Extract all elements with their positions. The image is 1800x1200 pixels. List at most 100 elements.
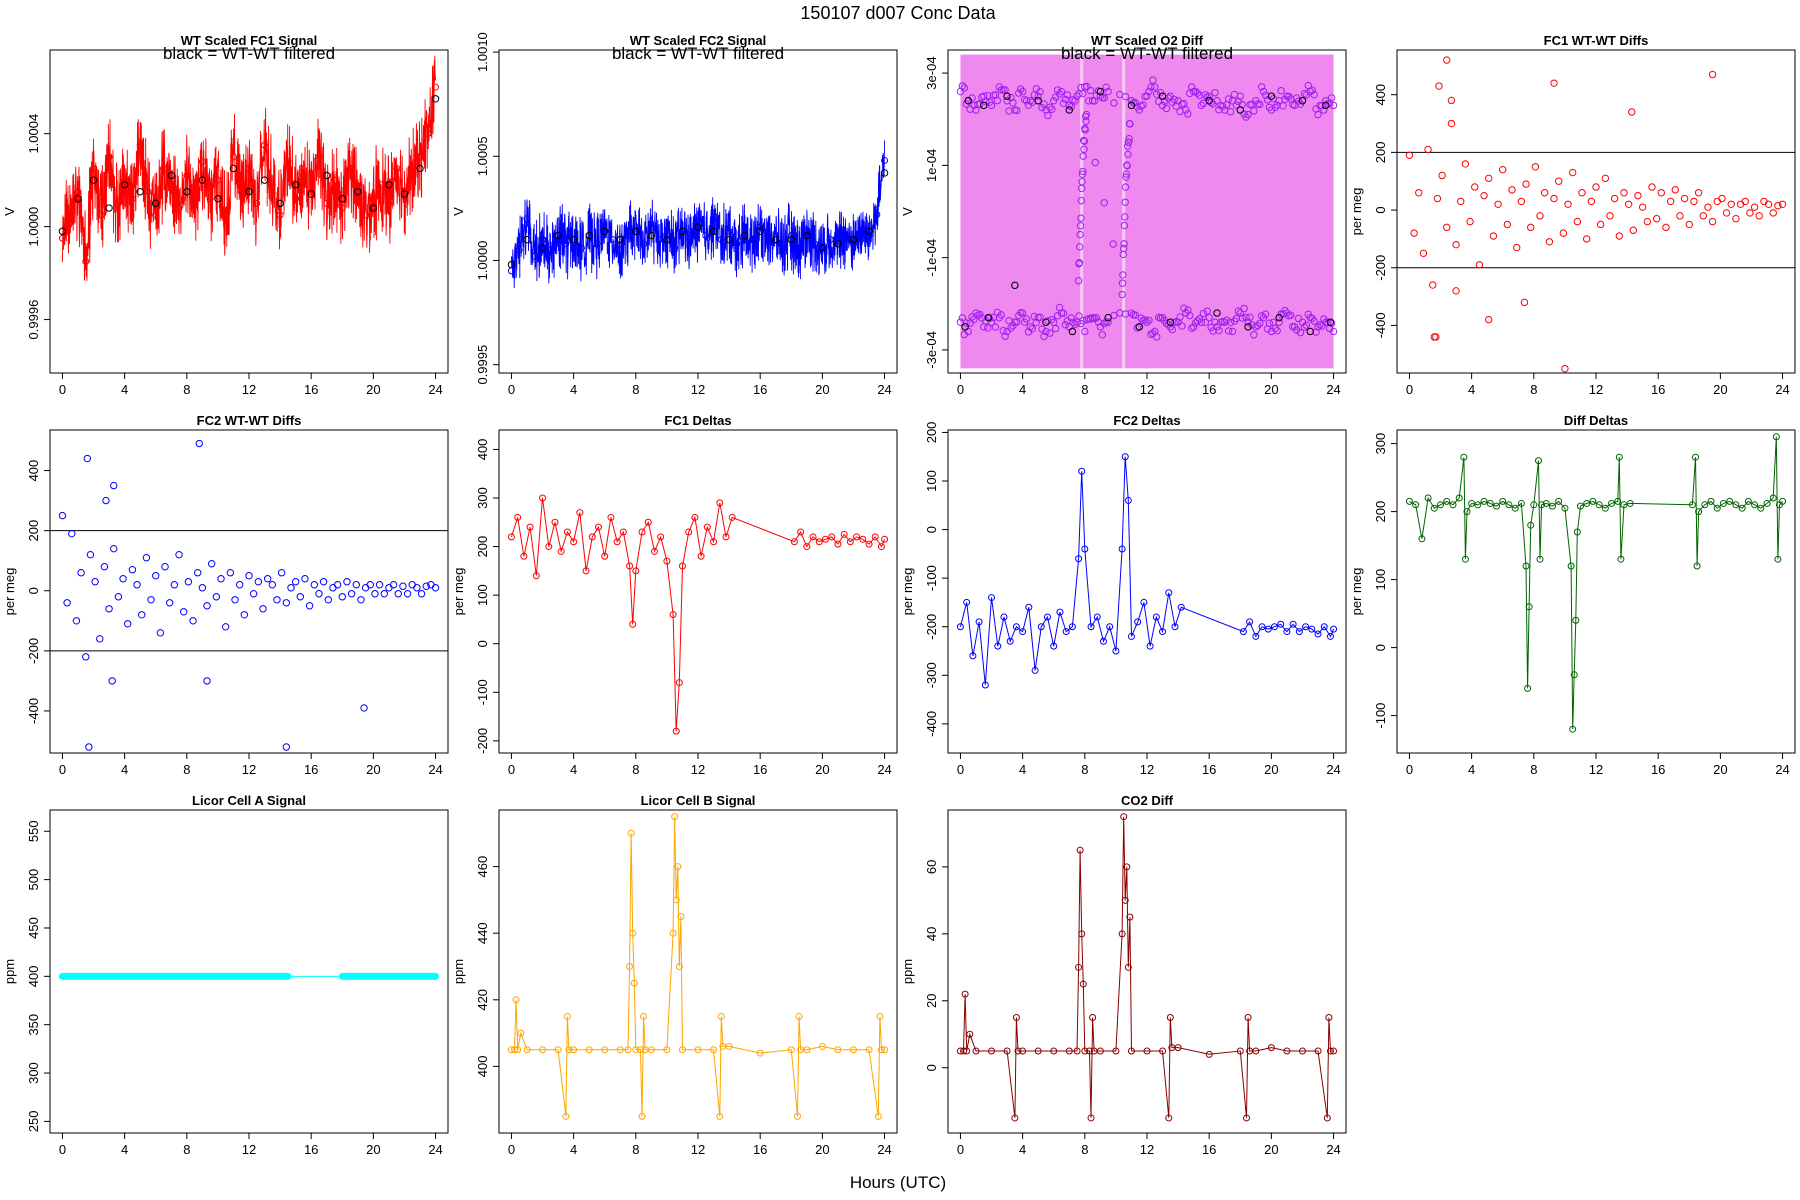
data-point (389, 581, 398, 589)
y-tick-label: 1.0000 (26, 207, 41, 247)
y-tick-label: 350 (26, 1014, 41, 1036)
data-point (273, 596, 281, 604)
panel-p5: FC2 WT-WT Diffs per meg 0 4 8 12 16 20 24 -400 -20… (2, 413, 449, 777)
data-point (385, 199, 393, 207)
x-tick-label: 8 (183, 1142, 190, 1157)
data-point (803, 231, 811, 240)
data-point (1751, 501, 1759, 509)
data-point (787, 231, 795, 239)
x-tick-label: 20 (1713, 762, 1727, 777)
data-point (1289, 620, 1297, 628)
x-tick-label: 12 (1589, 762, 1603, 777)
data-point (613, 538, 621, 546)
y-axis: -400 -200 0 200 400 (26, 460, 50, 724)
data-point (133, 581, 141, 589)
signal-trace (61, 55, 437, 281)
data-point (1120, 240, 1128, 248)
x-tick-label: 0 (957, 1142, 964, 1157)
data-point (585, 1046, 593, 1054)
data-point (1461, 160, 1470, 168)
data-point (1007, 324, 1015, 332)
data-point (1071, 320, 1079, 329)
y-axis-label: per meg (2, 568, 17, 616)
data-point (1298, 1047, 1306, 1055)
data-point (538, 244, 547, 252)
data-point (1201, 91, 1210, 99)
data-point (1271, 103, 1279, 112)
x-tick-label: 8 (183, 382, 190, 397)
data-point (385, 584, 393, 592)
data-point (694, 1046, 702, 1054)
data-point (1277, 620, 1285, 628)
data-point (565, 1046, 573, 1054)
data-point (1708, 217, 1717, 226)
data-point (577, 244, 585, 252)
x-tick-label: 8 (183, 762, 190, 777)
data-point (58, 227, 67, 235)
data-point (1011, 281, 1019, 290)
data-point (1326, 632, 1334, 640)
data-point (1079, 152, 1087, 160)
data-point (91, 578, 99, 586)
x-tick-label: 12 (242, 762, 256, 777)
data-point (515, 246, 523, 254)
data-point (960, 84, 969, 92)
data-point (229, 153, 237, 161)
data-point (1629, 226, 1638, 234)
data-point (152, 199, 160, 208)
data-point (1275, 318, 1283, 326)
data-point (1323, 1114, 1331, 1122)
x-tick-label: 4 (570, 1142, 577, 1157)
data-point (532, 572, 540, 580)
x-tick-label: 12 (242, 1142, 256, 1157)
data-point (1596, 220, 1605, 229)
data-point (254, 578, 263, 586)
data-point (1019, 628, 1027, 636)
data-point (1037, 623, 1045, 631)
data-point (1685, 220, 1693, 229)
panel-p9: Licor Cell A Signal ppm 0 4 8 12 16 20 24 250 300 3… (2, 793, 449, 1157)
data-point (375, 581, 384, 589)
data-point (1124, 496, 1132, 504)
data-point (821, 535, 829, 543)
data-point (626, 963, 634, 971)
data-point (1412, 501, 1420, 509)
plot-frame (498, 809, 898, 1134)
data-point (1624, 200, 1633, 208)
data-point (1628, 108, 1636, 116)
x-tick-label: 20 (366, 762, 380, 777)
data-point (1690, 197, 1698, 206)
data-point (1310, 91, 1318, 99)
data-point (1135, 323, 1143, 331)
data-point (1316, 321, 1324, 329)
plot-area (507, 494, 889, 735)
y-tick-label: 300 (26, 1062, 41, 1084)
data-point (716, 1112, 724, 1120)
data-point (245, 572, 253, 580)
series-fc2-wt-wt-diffs (58, 439, 440, 751)
data-point (1068, 623, 1076, 631)
data-point (1137, 102, 1145, 110)
x-axis: 0 4 8 12 16 20 24 (59, 373, 443, 397)
data-point (1572, 616, 1580, 624)
data-point (671, 813, 679, 821)
y-tick-label: -1e-04 (924, 239, 939, 277)
data-point (554, 1046, 562, 1054)
data-point (1587, 197, 1596, 206)
data-point (1252, 1047, 1260, 1055)
x-tick-label: 12 (1140, 1142, 1154, 1157)
data-point (797, 528, 805, 536)
data-point (1078, 170, 1087, 178)
data-point (1764, 200, 1773, 208)
data-point (1104, 313, 1112, 322)
data-point (1213, 309, 1221, 317)
data-point (74, 188, 82, 196)
data-point (1121, 453, 1129, 461)
data-point (1011, 1114, 1019, 1122)
data-point (563, 1012, 571, 1020)
data-point (1688, 501, 1696, 509)
data-point (1193, 89, 1202, 97)
data-point (1209, 327, 1217, 335)
y-tick-label: 1e-04 (924, 149, 939, 182)
